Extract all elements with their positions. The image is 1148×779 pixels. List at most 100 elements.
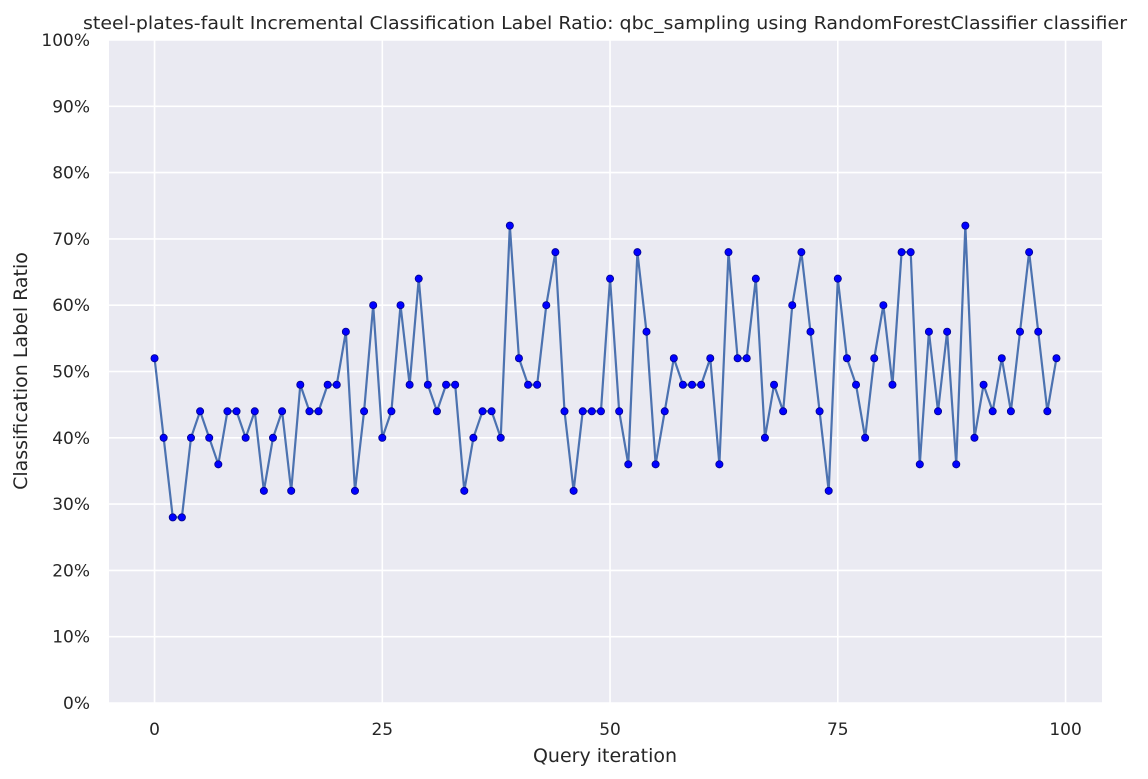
x-tick-label: 0 [149, 720, 160, 740]
data-point [678, 380, 687, 389]
data-point [970, 433, 979, 442]
data-point [788, 301, 797, 310]
data-point [287, 486, 296, 495]
y-tick-label: 50% [52, 363, 90, 383]
data-point [341, 327, 350, 336]
data-point [924, 327, 933, 336]
data-point [250, 407, 259, 416]
y-tick-label: 70% [52, 230, 90, 250]
data-point [879, 301, 888, 310]
data-point [232, 407, 241, 416]
data-point [560, 407, 569, 416]
data-point [988, 407, 997, 416]
data-point [423, 380, 432, 389]
data-point [742, 354, 751, 363]
data-point [1034, 327, 1043, 336]
data-point [760, 433, 769, 442]
data-point [870, 354, 879, 363]
data-point [842, 354, 851, 363]
data-point [770, 380, 779, 389]
data-point [478, 407, 487, 416]
data-points [150, 221, 1061, 522]
data-point [751, 274, 760, 283]
data-point [1025, 248, 1034, 257]
data-point [815, 407, 824, 416]
data-point [268, 433, 277, 442]
y-tick-label: 60% [52, 296, 90, 316]
data-point [177, 513, 186, 522]
data-point [278, 407, 287, 416]
data-point [596, 407, 605, 416]
data-point [1052, 354, 1061, 363]
data-point [624, 460, 633, 469]
y-tick-label: 10% [52, 628, 90, 648]
data-point [414, 274, 423, 283]
data-point [669, 354, 678, 363]
x-tick-label: 50 [599, 720, 621, 740]
data-point [186, 433, 195, 442]
data-point [542, 301, 551, 310]
data-point [469, 433, 478, 442]
x-tick-labels: 0 25 50 75 100 [149, 720, 1082, 740]
data-point [943, 327, 952, 336]
data-point [633, 248, 642, 257]
series-line [153, 224, 1058, 519]
data-point [715, 460, 724, 469]
data-point [642, 327, 651, 336]
data-point [706, 354, 715, 363]
data-point [451, 380, 460, 389]
data-point [514, 354, 523, 363]
x-tick-label: 75 [827, 720, 849, 740]
data-point [852, 380, 861, 389]
data-point [824, 486, 833, 495]
y-axis-label: Classification Label Ratio [10, 252, 32, 490]
data-point [150, 354, 159, 363]
data-point [214, 460, 223, 469]
data-point [934, 407, 943, 416]
data-point [797, 248, 806, 257]
y-tick-label: 40% [52, 429, 90, 449]
data-point [615, 407, 624, 416]
data-point [578, 407, 587, 416]
data-point [196, 407, 205, 416]
data-point [360, 407, 369, 416]
y-tick-labels: 0% 10% 20% 30% 40% 50% 60% 70% 80% 90% 100% [41, 31, 90, 714]
y-tick-label: 90% [52, 97, 90, 117]
data-point [223, 407, 232, 416]
data-point [314, 407, 323, 416]
data-point [496, 433, 505, 442]
data-point [806, 327, 815, 336]
data-point [897, 248, 906, 257]
data-point [733, 354, 742, 363]
data-point [323, 380, 332, 389]
data-point [350, 486, 359, 495]
data-point [442, 380, 451, 389]
data-point [524, 380, 533, 389]
data-point [551, 248, 560, 257]
data-point [1043, 407, 1052, 416]
data-point [952, 460, 961, 469]
data-point [1006, 407, 1015, 416]
data-point [660, 407, 669, 416]
data-point [961, 221, 970, 230]
data-point [405, 380, 414, 389]
x-tick-label: 100 [1049, 720, 1081, 740]
x-axis-label: Query iteration [533, 745, 677, 767]
data-point [432, 407, 441, 416]
y-tick-label: 100% [41, 31, 90, 51]
data-point [332, 380, 341, 389]
data-point [241, 433, 250, 442]
data-point [305, 407, 314, 416]
y-tick-label: 30% [52, 495, 90, 515]
data-point [387, 407, 396, 416]
data-point [378, 433, 387, 442]
grid-lines [109, 39, 1102, 704]
data-point [168, 513, 177, 522]
data-point [533, 380, 542, 389]
data-point [1016, 327, 1025, 336]
data-point [779, 407, 788, 416]
data-point [697, 380, 706, 389]
y-tick-label: 0% [63, 694, 90, 714]
data-point [396, 301, 405, 310]
